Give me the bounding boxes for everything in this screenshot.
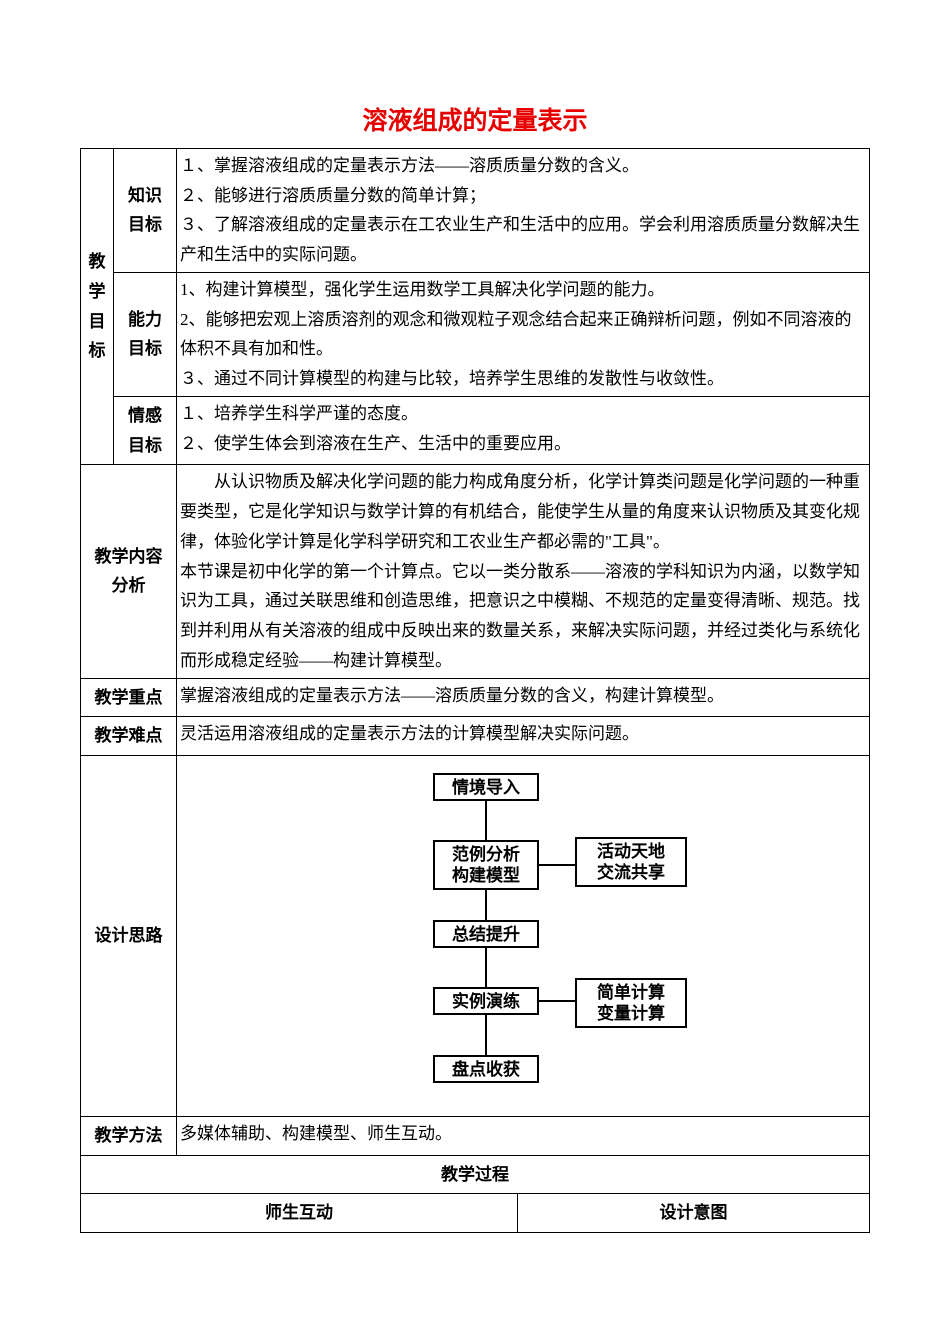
text-knowledge-1: １、掌握溶液组成的定量表示方法——溶质质量分数的含义。 ２、能够进行溶质质量分数… <box>180 151 866 270</box>
process-subtable: 师生互动 设计意图 <box>80 1194 870 1233</box>
label-knowledge: 知识目标 <box>114 148 177 272</box>
row-teaching-method: 教学方法 多媒体辅助、构建模型、师生互动。 <box>81 1116 870 1155</box>
flow-label: 范例分析 <box>452 844 520 864</box>
content-knowledge: １、掌握溶液组成的定量表示方法——溶质质量分数的含义。 ２、能够进行溶质质量分数… <box>177 148 870 272</box>
flow-label: 简单计算 <box>597 982 665 1002</box>
label-content-analysis: 教学内容分析 <box>81 465 177 678</box>
content-emotion: １、培养学生科学严谨的态度。 ２、使学生体会到溶液在生产、生活中的重要应用。 <box>177 396 870 465</box>
content-design-flowchart: 情境导入 范例分析 构建模型 活动天地 交流共享 总结提升 实例演练 <box>177 756 870 1117</box>
flow-label: 情境导入 <box>452 777 520 797</box>
page-title: 溶液组成的定量表示 <box>80 100 870 144</box>
label-key-points: 教学重点 <box>81 678 177 717</box>
text-analysis-p2: 本节课是初中化学的第一个计算点。它以一类分散系——溶液的学科知识为内涵，以数学知… <box>180 557 866 676</box>
lesson-plan-table: 教学目标 知识目标 １、掌握溶液组成的定量表示方法——溶质质量分数的含义。 ２、… <box>80 148 870 1195</box>
flow-label: 实例演练 <box>452 991 520 1011</box>
text-emotion: １、培养学生科学严谨的态度。 ２、使学生体会到溶液在生产、生活中的重要应用。 <box>180 399 866 459</box>
label-teaching-objectives: 教学目标 <box>81 148 114 465</box>
flow-label: 总结提升 <box>452 924 520 944</box>
label-emotion: 情感目标 <box>114 396 177 465</box>
flow-label: 盘点收获 <box>452 1059 520 1079</box>
content-teaching-method: 多媒体辅助、构建模型、师生互动。 <box>177 1116 870 1155</box>
label-ability: 能力目标 <box>114 272 177 396</box>
flow-label: 变量计算 <box>597 1003 665 1023</box>
row-process-header: 师生互动 设计意图 <box>81 1194 870 1232</box>
row-ability-objective: 能力目标 1、构建计算模型，强化学生运用数学工具解决化学问题的能力。 2、能够把… <box>81 272 870 396</box>
label-design-intent: 设计意图 <box>518 1194 870 1232</box>
content-key-points: 掌握溶液组成的定量表示方法——溶质质量分数的含义，构建计算模型。 <box>177 678 870 717</box>
row-emotion-objective: 情感目标 １、培养学生科学严谨的态度。 ２、使学生体会到溶液在生产、生活中的重要… <box>81 396 870 465</box>
text-ability: 1、构建计算模型，强化学生运用数学工具解决化学问题的能力。 2、能够把宏观上溶质… <box>180 275 866 394</box>
content-difficulties: 灵活运用溶液组成的定量表示方法的计算模型解决实际问题。 <box>177 717 870 756</box>
flow-label: 构建模型 <box>452 865 520 885</box>
flow-label: 活动天地 <box>597 841 665 861</box>
text-analysis-p1: 从认识物质及解决化学问题的能力构成角度分析，化学计算类问题是化学问题的一种重要类… <box>180 467 866 556</box>
flowchart-svg: 情境导入 范例分析 构建模型 活动天地 交流共享 总结提升 实例演练 <box>181 766 861 1096</box>
label-teaching-process: 教学过程 <box>81 1155 870 1194</box>
label-difficulties: 教学难点 <box>81 717 177 756</box>
label-teaching-method: 教学方法 <box>81 1116 177 1155</box>
row-key-points: 教学重点 掌握溶液组成的定量表示方法——溶质质量分数的含义，构建计算模型。 <box>81 678 870 717</box>
row-difficulties: 教学难点 灵活运用溶液组成的定量表示方法的计算模型解决实际问题。 <box>81 717 870 756</box>
label-design-idea: 设计思路 <box>81 756 177 1117</box>
row-content-analysis: 教学内容分析 从认识物质及解决化学问题的能力构成角度分析，化学计算类问题是化学问… <box>81 465 870 678</box>
flow-label: 交流共享 <box>597 862 665 882</box>
content-ability: 1、构建计算模型，强化学生运用数学工具解决化学问题的能力。 2、能够把宏观上溶质… <box>177 272 870 396</box>
content-analysis: 从认识物质及解决化学问题的能力构成角度分析，化学计算类问题是化学问题的一种重要类… <box>177 465 870 678</box>
row-teaching-process: 教学过程 <box>81 1155 870 1194</box>
label-interaction: 师生互动 <box>81 1194 518 1232</box>
row-knowledge-objective: 教学目标 知识目标 １、掌握溶液组成的定量表示方法——溶质质量分数的含义。 ２、… <box>81 148 870 272</box>
row-design-idea: 设计思路 情境导入 范例分析 构建模型 <box>81 756 870 1117</box>
